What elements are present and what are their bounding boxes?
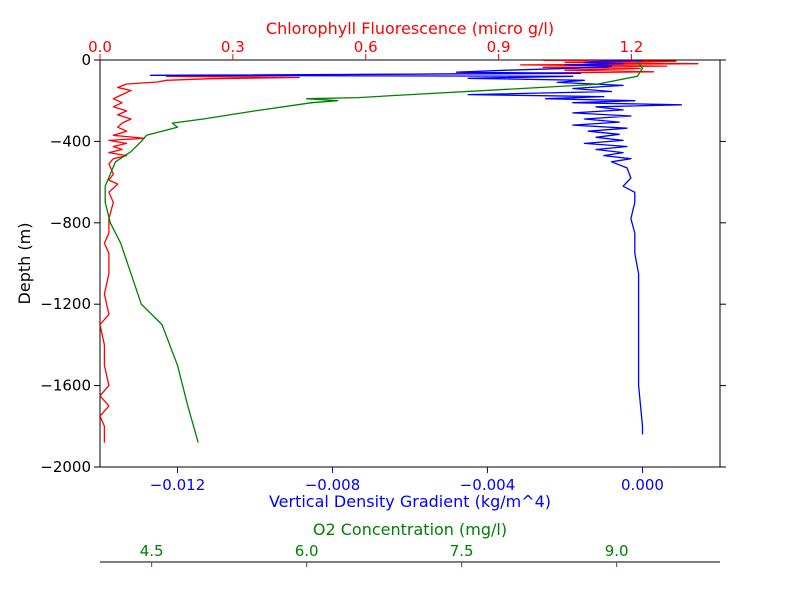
chlorophyll-tick-label: 0.3 (221, 38, 245, 56)
y-tick-label: −2000 (40, 458, 91, 476)
density-tick-label: −0.004 (460, 476, 516, 494)
oxygen-tick-label: 4.5 (140, 542, 164, 560)
y-axis-label: Depth (m) (15, 223, 34, 305)
y-tick-label: −800 (50, 214, 91, 232)
density-axis-label: Vertical Density Gradient (kg/m^4) (269, 492, 551, 511)
density-tick-label: −0.012 (150, 476, 206, 494)
density-series-line (149, 60, 682, 435)
y-tick-label: −400 (50, 132, 91, 150)
oxygen-series-line (104, 60, 644, 443)
oxygen-tick-label: 6.0 (295, 542, 319, 560)
oxygen-axis-label: O2 Concentration (mg/l) (313, 520, 507, 539)
y-tick-label: −1200 (40, 295, 91, 313)
oxygen-tick-label: 9.0 (605, 542, 629, 560)
chlorophyll-tick-label: 1.2 (619, 38, 643, 56)
chlorophyll-tick-label: 0.6 (354, 38, 378, 56)
plot-frame (99, 59, 721, 468)
chlorophyll-tick-label: 0.9 (487, 38, 511, 56)
chlorophyll-axis-label: Chlorophyll Fluorescence (micro g/l) (266, 19, 554, 38)
oxygen-tick-label: 7.5 (450, 542, 474, 560)
y-tick-label: 0 (81, 51, 91, 69)
chlorophyll-tick-label: 0.0 (88, 38, 112, 56)
density-tick-label: −0.008 (305, 476, 361, 494)
density-tick-label: 0.000 (621, 476, 664, 494)
y-tick-label: −1600 (40, 377, 91, 395)
